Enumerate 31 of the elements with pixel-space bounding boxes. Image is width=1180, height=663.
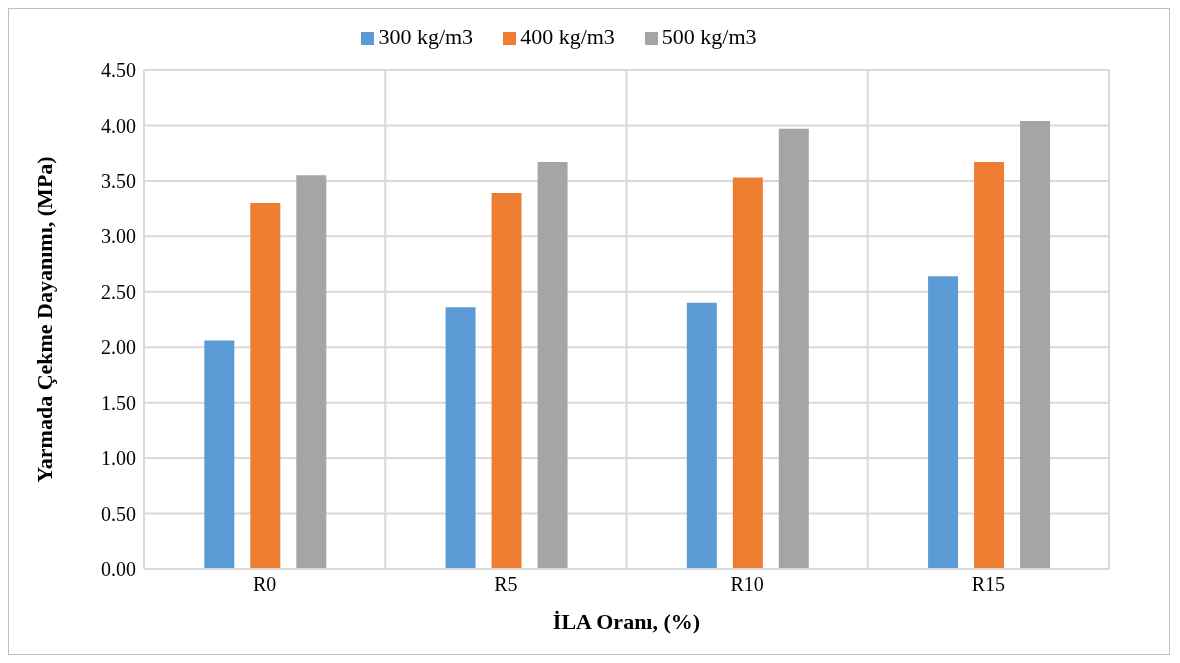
bar: [296, 175, 327, 569]
bar: [928, 276, 959, 569]
legend-label: 300 kg/m3: [378, 24, 474, 49]
x-axis-title: İLA Oranı, (%): [552, 609, 701, 634]
bar: [491, 193, 522, 569]
y-tick-label: 4.00: [101, 114, 136, 137]
bar: [445, 307, 476, 569]
y-tick-label: 0.00: [101, 558, 136, 581]
x-tick-label: R10: [730, 573, 764, 596]
y-tick-label: 4.50: [101, 59, 136, 82]
bar: [1020, 121, 1051, 569]
bar: [778, 128, 809, 569]
bar: [250, 203, 281, 569]
bar: [537, 162, 568, 569]
y-tick-label: 2.50: [101, 280, 136, 303]
bar: [686, 302, 717, 569]
bar: [204, 340, 235, 569]
y-tick-label: 1.50: [101, 391, 136, 414]
x-tick-label: R5: [494, 573, 518, 596]
x-tick-label: R15: [971, 573, 1006, 596]
bar: [974, 162, 1005, 569]
y-tick-label: 3.50: [101, 169, 136, 192]
bar: [732, 177, 763, 569]
y-tick-label: 1.00: [101, 447, 136, 470]
legend-label: 400 kg/m3: [520, 24, 615, 49]
y-tick-label: 3.00: [101, 225, 136, 248]
y-axis-title: Yarmada Çekme Dayanımı, (MPa): [31, 156, 57, 483]
y-tick-label: 0.50: [101, 502, 136, 525]
y-tick-label: 2.00: [101, 336, 136, 359]
legend-label: 500 kg/m3: [661, 24, 757, 49]
x-tick-label: R0: [252, 573, 277, 596]
